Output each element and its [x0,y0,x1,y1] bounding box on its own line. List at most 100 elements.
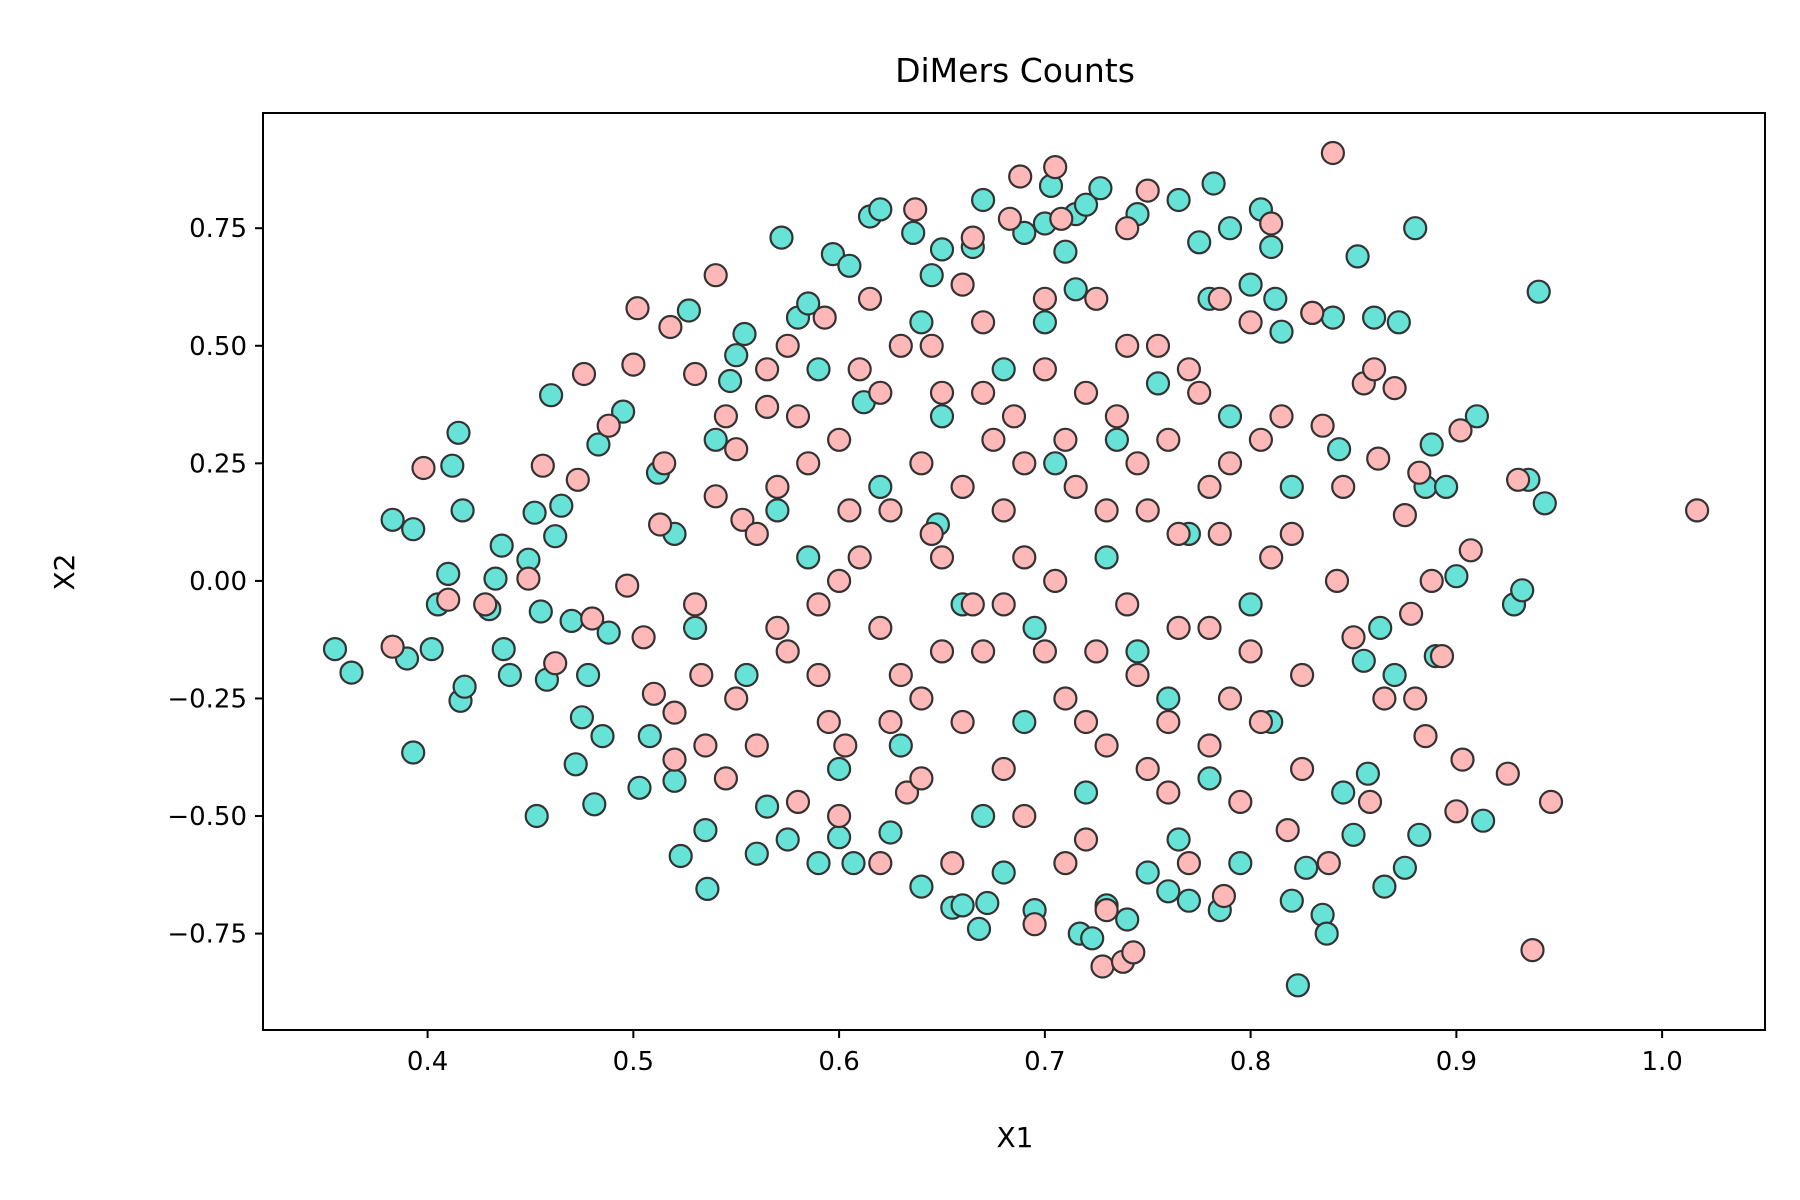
data-point [806,850,831,876]
data-point [491,636,516,662]
data-point [826,427,852,452]
data-point [1032,639,1058,664]
data-point [662,700,687,725]
data-point [1115,333,1140,358]
data-point [1043,155,1068,180]
data-point [693,733,718,758]
data-point [929,237,955,262]
data-point [1115,592,1140,617]
data-point [970,639,996,664]
data-point [929,380,955,405]
data-point [1398,601,1424,626]
data-point [1197,615,1222,641]
data-point [615,573,640,598]
data-point [571,361,597,387]
data-point [1012,451,1037,476]
data-point [1403,216,1428,241]
data-point [1197,733,1222,758]
y-tick-label: 0.00 [189,567,247,597]
data-point [1073,380,1099,405]
data-point [522,500,547,525]
data-point [1094,733,1119,758]
data-point [1285,973,1311,998]
data-point [1345,244,1370,269]
data-point [796,451,821,476]
data-point [1166,827,1191,852]
data-point [627,775,652,800]
data-point [1022,615,1047,641]
x-tick-label: 0.8 [1230,1047,1271,1077]
data-point [703,263,728,288]
data-point [981,427,1006,452]
data-point [1341,625,1366,650]
x-tick-label: 1.0 [1641,1047,1682,1077]
data-point [868,197,893,222]
data-point [1032,310,1058,335]
plot-frame [262,112,1766,1031]
data-point [1115,907,1140,932]
data-point [1228,789,1253,815]
data-point [826,568,852,594]
data-point [837,253,862,278]
data-point [1413,723,1438,749]
data-point [1316,850,1341,876]
data-point [975,890,1000,916]
data-point [1125,451,1150,476]
data-point [1063,277,1088,302]
data-point [724,686,749,711]
data-point [1121,940,1146,965]
data-point [765,498,790,523]
data-point [401,740,426,765]
data-point [440,453,465,478]
data-point [991,357,1016,382]
data-point [590,723,615,749]
data-point [483,566,508,591]
data-point [732,321,757,347]
data-point [419,636,444,662]
data-point [826,756,852,782]
data-point [1156,709,1181,735]
data-point [785,404,811,429]
data-point [1012,709,1037,735]
data-point [1073,192,1099,217]
data-point [878,709,903,735]
data-point [662,747,687,772]
data-point [1176,357,1202,382]
data-point [1248,709,1274,735]
data-point [1084,286,1109,311]
data-point [1207,286,1232,311]
data-point [1012,803,1037,829]
data-point [919,521,944,547]
data-point [734,662,759,688]
data-point [658,314,683,340]
data-point [806,662,831,688]
data-point [1289,756,1315,782]
data-point [730,507,755,532]
data-point [1156,427,1181,452]
data-point [878,820,903,845]
data-point [1368,615,1393,641]
data-point [713,404,739,429]
data-point [1094,897,1119,923]
data-point [1238,272,1263,297]
data-point [868,615,893,641]
data-point [950,474,975,499]
data-point [796,291,821,316]
data-point [1320,305,1346,330]
data-point [950,893,975,918]
data-point [1279,521,1304,547]
data-point [929,545,955,570]
data-point [724,343,749,368]
data-point [909,451,934,476]
data-point [1115,216,1140,241]
data-point [1392,855,1418,880]
data-point [796,545,821,570]
data-point [446,420,471,445]
data-point [1366,446,1391,471]
data-point [1324,568,1350,594]
data-point [1520,937,1545,963]
data-point [1053,850,1078,876]
data-point [524,803,549,829]
data-point [1176,850,1202,876]
